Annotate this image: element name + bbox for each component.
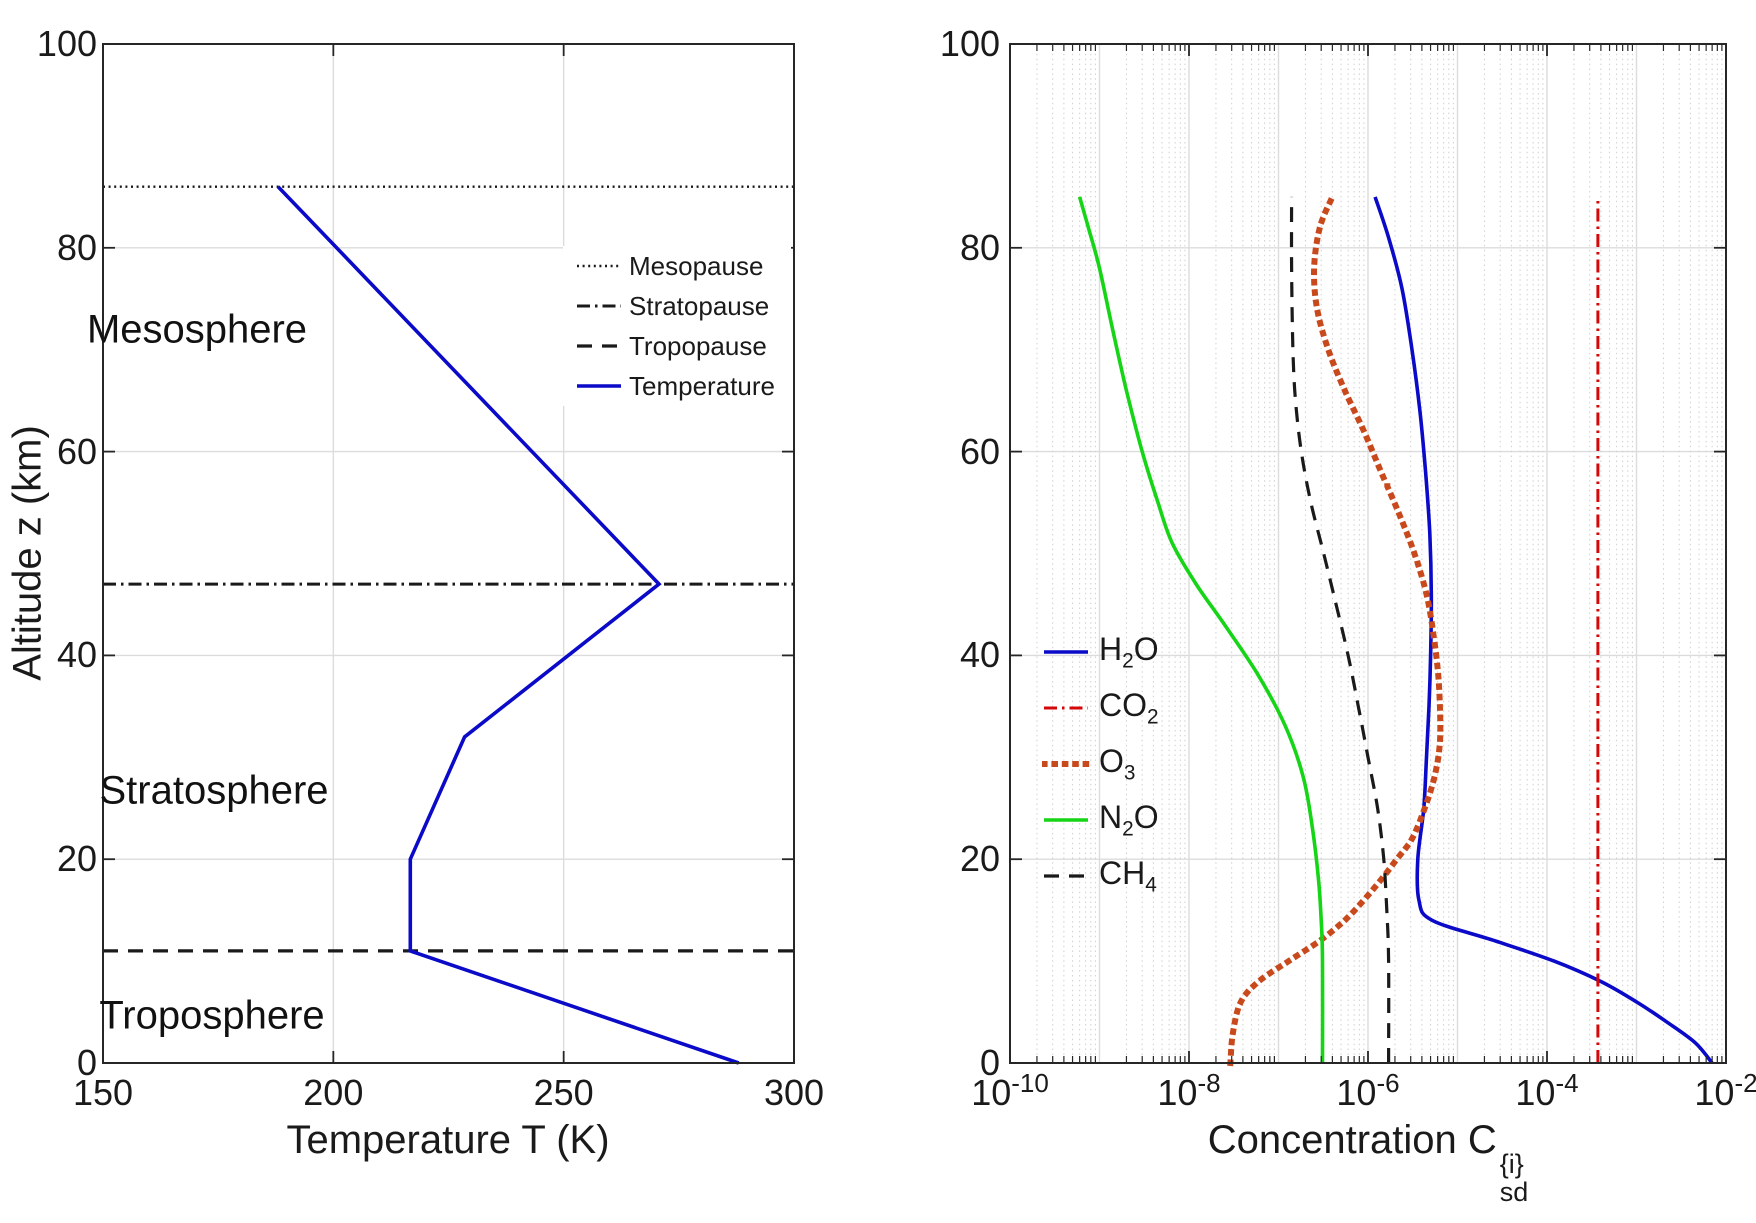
- y-tick-label: 20: [959, 838, 1000, 880]
- x-tick-label: 10-6: [1336, 1068, 1400, 1113]
- legend-label-o3: O3: [1099, 743, 1135, 785]
- o3-label-sub: 3: [1123, 761, 1136, 785]
- region-label-troposphere: Troposphere: [99, 993, 325, 1038]
- n2o-series-path: [1077, 196, 1325, 1064]
- temperature-line-sample: [577, 384, 621, 388]
- x-tick-label: 200: [303, 1072, 364, 1113]
- legend-item-co2: CO2: [1042, 680, 1159, 736]
- ch4-label-sub: 4: [1145, 873, 1157, 897]
- legend-item-temperature: Temperature: [563, 366, 791, 406]
- legend-item-n2o: N2O: [1042, 792, 1159, 848]
- y-tick-label: 100: [939, 23, 1000, 64]
- y-tick-label: 60: [959, 430, 1000, 472]
- legend-item-ch4: CH4: [1042, 848, 1159, 904]
- legend-item-tropopause: Tropopause: [563, 326, 791, 366]
- stratopause-line-sample: [577, 304, 621, 308]
- n2o-line-sample: [1044, 818, 1088, 822]
- region-label-mesosphere: Mesosphere: [86, 307, 308, 352]
- y-tick-label: 20: [56, 838, 97, 880]
- x-tick-exponent: -6: [1376, 1068, 1400, 1098]
- y-tick-label: 40: [56, 634, 97, 676]
- right-xaxis-label-main: Concentration C: [1207, 1118, 1497, 1162]
- legend-item-mesopause: Mesopause: [563, 246, 791, 286]
- x-tick-label: 300: [763, 1072, 825, 1113]
- region-label-stratosphere: Stratosphere: [99, 768, 329, 813]
- legend-item-h2o: H2O: [1042, 624, 1159, 680]
- o3-line-sample: [1042, 761, 1090, 767]
- y-tick-label: 80: [959, 226, 1000, 268]
- y-tick-label: 0: [76, 1042, 97, 1083]
- ch4-label-main: CH: [1099, 854, 1146, 891]
- x-tick-label: 150: [72, 1072, 134, 1113]
- o3-label-main: O: [1099, 742, 1124, 779]
- n2o-label-tail: O: [1133, 798, 1159, 835]
- plot-frame: [102, 43, 795, 1064]
- legend-label-tropopause: Tropopause: [629, 330, 767, 361]
- left-xaxis-label: Temperature T (K): [286, 1118, 610, 1162]
- x-tick-label: 10-8: [1157, 1068, 1221, 1113]
- left-legend: Mesopause Stratopause Tropopause Tempera…: [563, 246, 791, 406]
- legend-label-n2o: N2O: [1099, 799, 1159, 841]
- legend-item-stratopause: Stratopause: [563, 286, 791, 326]
- h2o-label-sub: 2: [1122, 649, 1134, 673]
- right-xaxis-label-sup: {i}: [1499, 1149, 1524, 1179]
- y-tick-label: 80: [56, 226, 97, 268]
- tropopause-line-sample: [577, 344, 621, 348]
- legend-label-co2: CO2: [1099, 687, 1159, 729]
- right-xaxis-label-sub: sd: [1499, 1176, 1529, 1207]
- x-tick-exponent: -2: [1734, 1068, 1756, 1098]
- y-tick-label: 60: [56, 430, 97, 472]
- x-tick-label: 10-2: [1694, 1068, 1756, 1113]
- legend-label-h2o: H2O: [1099, 631, 1159, 673]
- right-xaxis-label-script: {i} sd: [1499, 1149, 1529, 1207]
- legend-label-mesopause: Mesopause: [629, 250, 764, 281]
- h2o-line-sample: [1044, 650, 1088, 654]
- x-tick-exponent: -4: [1555, 1068, 1579, 1098]
- y-tick-label: 40: [959, 634, 1000, 676]
- x-tick-label: 10-10: [971, 1068, 1049, 1113]
- ch4-line-sample: [1044, 874, 1088, 878]
- legend-label-temperature: Temperature: [629, 370, 775, 401]
- co2-line-sample: [1044, 706, 1088, 710]
- right-legend: H2O CO2 O3 N2O CH4: [1042, 624, 1159, 904]
- y-tick-label: 100: [36, 23, 97, 64]
- o3-series-path: [1227, 192, 1444, 1067]
- co2-label-sub: 2: [1147, 705, 1159, 729]
- right-xaxis-label: Concentration C {i} sd: [1208, 1118, 1529, 1206]
- h2o-label-main: H: [1099, 630, 1123, 667]
- x-tick-label: 10-4: [1515, 1068, 1579, 1113]
- legend-label-stratopause: Stratopause: [629, 290, 770, 321]
- n2o-label-main: N: [1099, 798, 1123, 835]
- n2o-label-sub: 2: [1122, 817, 1134, 841]
- ch4-series-path: [1289, 196, 1391, 1064]
- h2o-label-tail: O: [1133, 630, 1159, 667]
- x-tick-label: 250: [533, 1072, 594, 1113]
- mesopause-line-sample: [577, 264, 621, 268]
- legend-item-o3: O3: [1042, 736, 1159, 792]
- h2o-series-path: [1373, 196, 1714, 1065]
- co2-label-main: CO: [1099, 686, 1147, 723]
- temperature-series-path: [276, 185, 740, 1065]
- y-tick-label: 0: [979, 1042, 1000, 1083]
- x-tick-exponent: -10: [1011, 1068, 1049, 1098]
- legend-label-ch4: CH4: [1099, 855, 1157, 897]
- x-tick-exponent: -8: [1197, 1068, 1221, 1098]
